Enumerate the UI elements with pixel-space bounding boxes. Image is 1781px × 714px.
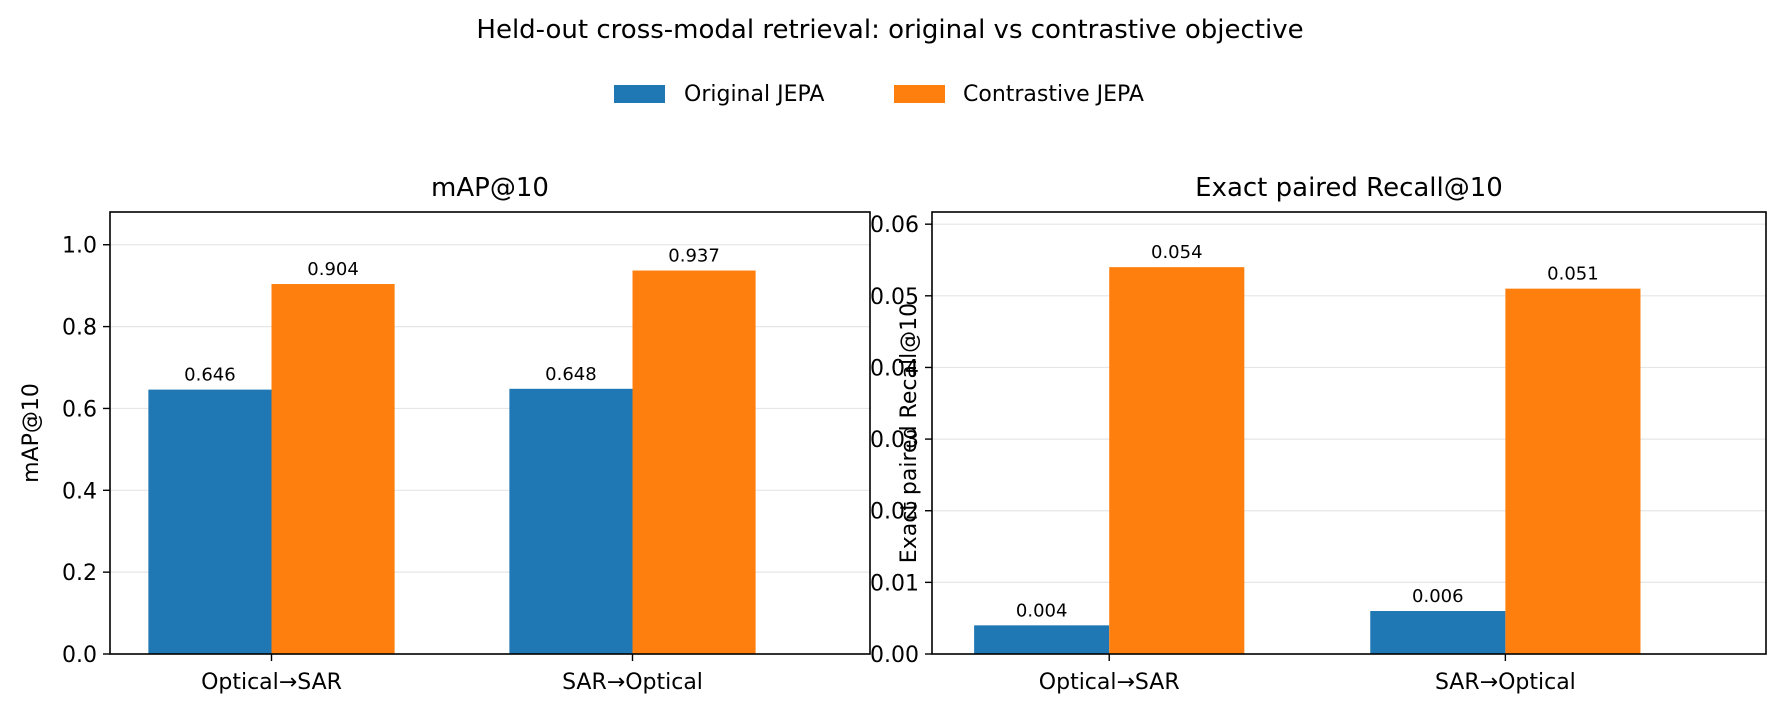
y-tick-label: 0.03 xyxy=(870,428,919,453)
bar-original xyxy=(1370,611,1506,654)
x-tick-label: Optical→SAR xyxy=(1039,670,1180,695)
y-tick-label: 0.6 xyxy=(62,397,97,422)
y-tick-label: 0.4 xyxy=(62,479,97,504)
panel-title: mAP@10 xyxy=(431,173,549,203)
data-label: 0.937 xyxy=(668,246,720,267)
legend-item-contrastive: Contrastive JEPA xyxy=(894,82,1144,107)
x-tick-label: SAR→Optical xyxy=(1435,670,1576,695)
bar-contrastive xyxy=(632,270,756,654)
y-tick-label: 0.02 xyxy=(870,500,919,525)
legend-swatch-original xyxy=(614,85,665,103)
figure-title: Held-out cross-modal retrieval: original… xyxy=(476,15,1303,45)
y-axis-label: mAP@10 xyxy=(19,383,44,483)
y-tick-label: 0.0 xyxy=(62,643,97,668)
legend-label-contrastive: Contrastive JEPA xyxy=(963,82,1144,107)
panel-map10: 0.646 0.648 0.904 0.937 0.0 0.2 0.4 0.6 0.8 1.0 Op… xyxy=(19,173,871,695)
y-tick-label: 0.2 xyxy=(62,561,97,586)
legend-item-original: Original JEPA xyxy=(614,82,824,107)
y-tick-label: 0.04 xyxy=(870,356,919,381)
data-label: 0.006 xyxy=(1412,586,1464,607)
bar-original xyxy=(974,625,1110,654)
legend-swatch-contrastive xyxy=(894,85,945,103)
x-tick-label: SAR→Optical xyxy=(562,670,703,695)
legend-label-original: Original JEPA xyxy=(684,82,824,107)
x-tick-label: Optical→SAR xyxy=(201,670,342,695)
data-label: 0.648 xyxy=(545,364,597,385)
y-axis-label: Exact paired Recall@10 xyxy=(897,303,922,563)
data-label: 0.904 xyxy=(307,259,359,280)
data-label: 0.051 xyxy=(1547,264,1599,285)
y-tick-label: 0.01 xyxy=(870,571,919,596)
bar-contrastive xyxy=(1505,288,1641,654)
axes-frame xyxy=(931,211,1767,655)
data-label: 0.646 xyxy=(184,365,236,386)
y-tick-label: 0.06 xyxy=(870,213,919,238)
axes-frame xyxy=(109,211,871,655)
y-tick-label: 0.05 xyxy=(870,285,919,310)
y-tick-label: 0.8 xyxy=(62,316,97,341)
panel-title: Exact paired Recall@10 xyxy=(1195,173,1503,203)
legend: Original JEPA Contrastive JEPA xyxy=(614,82,1144,107)
data-label: 0.004 xyxy=(1016,600,1068,621)
panel-recall10: 0.004 0.006 0.054 0.051 0.00 0.01 0.02 0.03 0.04… xyxy=(870,173,1767,695)
y-tick-label: 1.0 xyxy=(62,234,97,259)
bar-contrastive xyxy=(271,284,395,654)
bar-original xyxy=(148,389,272,654)
data-label: 0.054 xyxy=(1151,242,1203,263)
bar-contrastive xyxy=(1109,267,1245,654)
bar-original xyxy=(509,388,633,654)
y-tick-label: 0.00 xyxy=(870,643,919,668)
